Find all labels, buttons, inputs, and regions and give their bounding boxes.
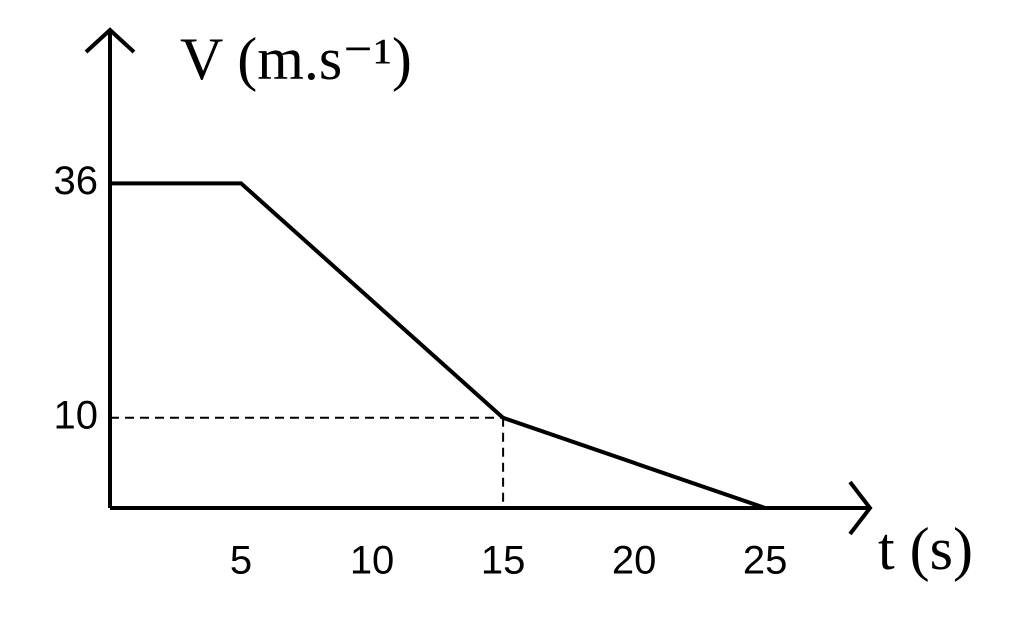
x-tick-label: 15 (481, 539, 526, 583)
x-tick-label: 5 (230, 539, 252, 583)
y-tick-label: 10 (54, 393, 99, 437)
data-line (110, 181, 766, 510)
y-tick-label: 36 (54, 159, 99, 203)
x-tick-label: 25 (743, 539, 788, 583)
y-axis-label: V (m.s⁻¹) (180, 26, 412, 92)
y-axis-arrow (84, 27, 136, 54)
x-axis-arrow (848, 480, 873, 536)
x-tick-label: 20 (612, 539, 657, 583)
x-tick-label: 10 (350, 539, 395, 583)
x-axis-label: t (s) (878, 516, 973, 582)
